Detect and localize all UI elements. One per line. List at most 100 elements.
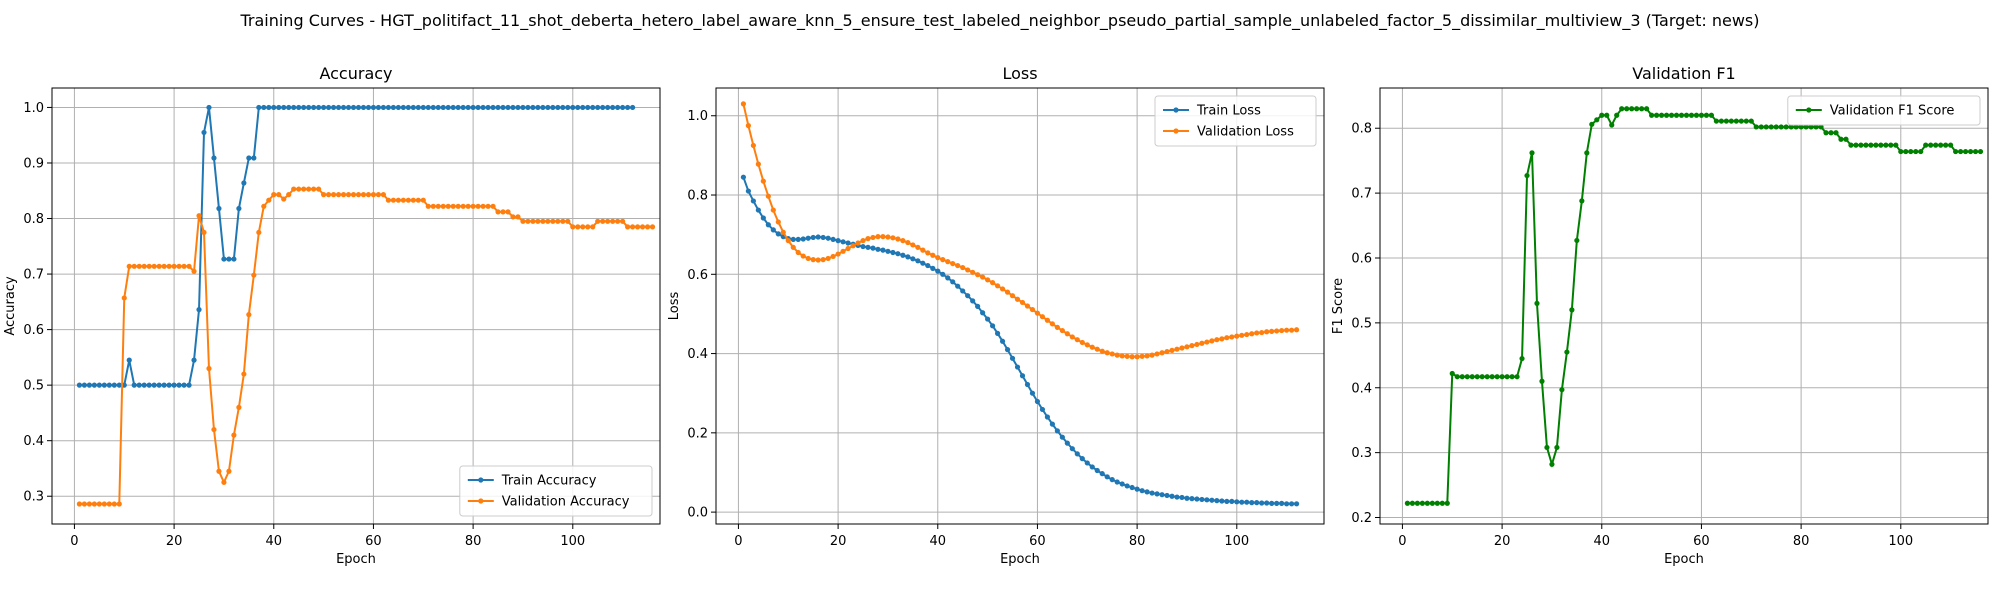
legend-box [1154,95,1317,147]
data-point [1094,346,1100,352]
data-point [1234,333,1240,339]
data-point [1748,118,1754,124]
data-point [775,231,781,237]
data-point [1668,112,1675,118]
data-point [281,104,287,111]
data-point [1639,106,1645,112]
data-point [1848,142,1854,148]
series-line [79,188,653,506]
x-tick-label: 0 [1398,534,1406,549]
data-point [490,104,496,111]
x-tick-label: 20 [166,534,183,549]
data-point [1923,142,1929,148]
data-point [985,277,991,283]
data-point [1064,440,1070,446]
data-point [1494,374,1500,380]
data-point [1863,142,1869,148]
y-axis-label: F1 Score [1331,278,1346,334]
data-point [1409,500,1415,506]
data-point [525,218,531,224]
data-point [1579,198,1585,204]
data-point [76,382,83,388]
data-point [500,104,506,111]
data-point [1619,106,1625,112]
y-tick-label: 0.3 [23,490,44,505]
data-point [355,192,362,198]
data-point [770,227,776,233]
data-point [311,104,317,111]
data-point [585,104,591,111]
data-point [186,382,192,388]
x-tick-label: 0 [70,534,78,549]
data-point [610,218,616,224]
data-point [475,104,481,111]
data-point [1239,332,1245,338]
data-point [1244,331,1250,338]
data-point [615,104,621,111]
data-point [1129,484,1135,491]
data-point [1658,112,1665,118]
data-point [1249,331,1255,337]
data-point [236,205,242,212]
data-point [370,104,377,111]
data-point [1708,112,1715,118]
data-point [301,186,307,192]
data-point [1114,479,1120,485]
data-point [795,249,801,256]
data-point [1469,374,1475,380]
x-tick-label: 40 [929,534,946,549]
data-point [1234,499,1240,505]
data-point [1713,118,1719,124]
data-point [231,432,237,438]
data-point [820,234,826,241]
data-point [380,192,387,198]
data-point [261,104,267,111]
data-point [1124,353,1130,359]
data-point [1194,496,1200,502]
data-point [1883,142,1889,148]
data-point [1893,142,1899,148]
data-point [1534,300,1540,306]
data-point [1524,172,1530,179]
y-tick-label: 0.7 [23,268,44,283]
legend: Train Loss Validation Loss [1154,95,1317,147]
data-point [1289,501,1295,507]
data-point [1179,494,1185,501]
data-point [166,263,172,269]
data-point [1024,381,1031,388]
data-point [1254,500,1260,506]
data-point [629,224,636,230]
data-point [620,104,626,111]
series-train-loss [740,174,1300,507]
data-point [800,253,806,259]
plot-frame [1379,87,1989,525]
data-point [221,479,227,485]
data-point [600,104,606,111]
data-point [875,246,881,252]
data-point [980,274,986,280]
data-point [1634,106,1640,112]
data-point [161,382,167,388]
data-point [960,288,966,294]
data-point [196,213,202,219]
data-point [495,209,501,215]
data-point [520,218,526,224]
data-point [226,256,232,262]
data-point [905,254,911,260]
data-point [325,104,332,111]
data-point [306,104,312,111]
data-point [1489,374,1495,380]
data-point [1264,329,1270,335]
data-point [955,262,961,269]
data-point [555,218,561,224]
data-point [475,203,481,209]
data-point [1214,337,1220,343]
data-point [885,248,891,254]
data-point [935,268,941,274]
data-point [1009,293,1016,299]
data-point [450,104,456,111]
data-point [920,247,926,253]
data-point [1274,328,1280,334]
data-point [480,203,486,209]
